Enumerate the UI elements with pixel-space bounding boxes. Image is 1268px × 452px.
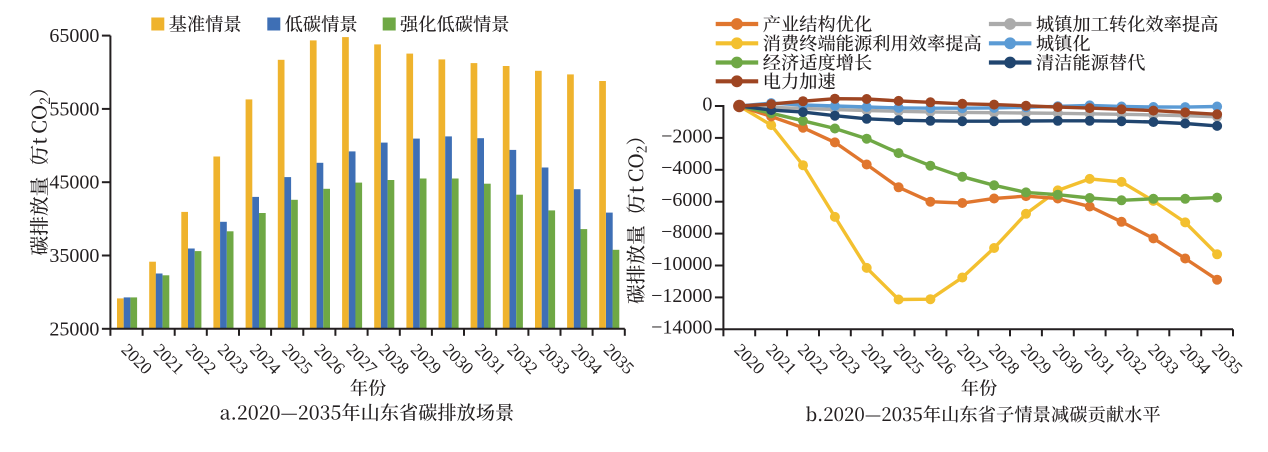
- svg-text:0: 0: [702, 93, 712, 115]
- svg-text:35000: 35000: [49, 245, 99, 267]
- svg-text:−14000: −14000: [651, 317, 712, 339]
- svg-text:25000: 25000: [49, 318, 99, 340]
- svg-text:−4000: −4000: [661, 157, 712, 179]
- svg-text:−8000: −8000: [661, 221, 712, 243]
- svg-text:−10000: −10000: [651, 253, 712, 275]
- svg-text:45000: 45000: [49, 172, 99, 194]
- svg-text:55000: 55000: [49, 98, 99, 120]
- svg-text:−12000: −12000: [651, 285, 712, 307]
- svg-text:−6000: −6000: [661, 189, 712, 211]
- svg-text:65000: 65000: [49, 25, 99, 47]
- svg-text:−2000: −2000: [661, 125, 712, 147]
